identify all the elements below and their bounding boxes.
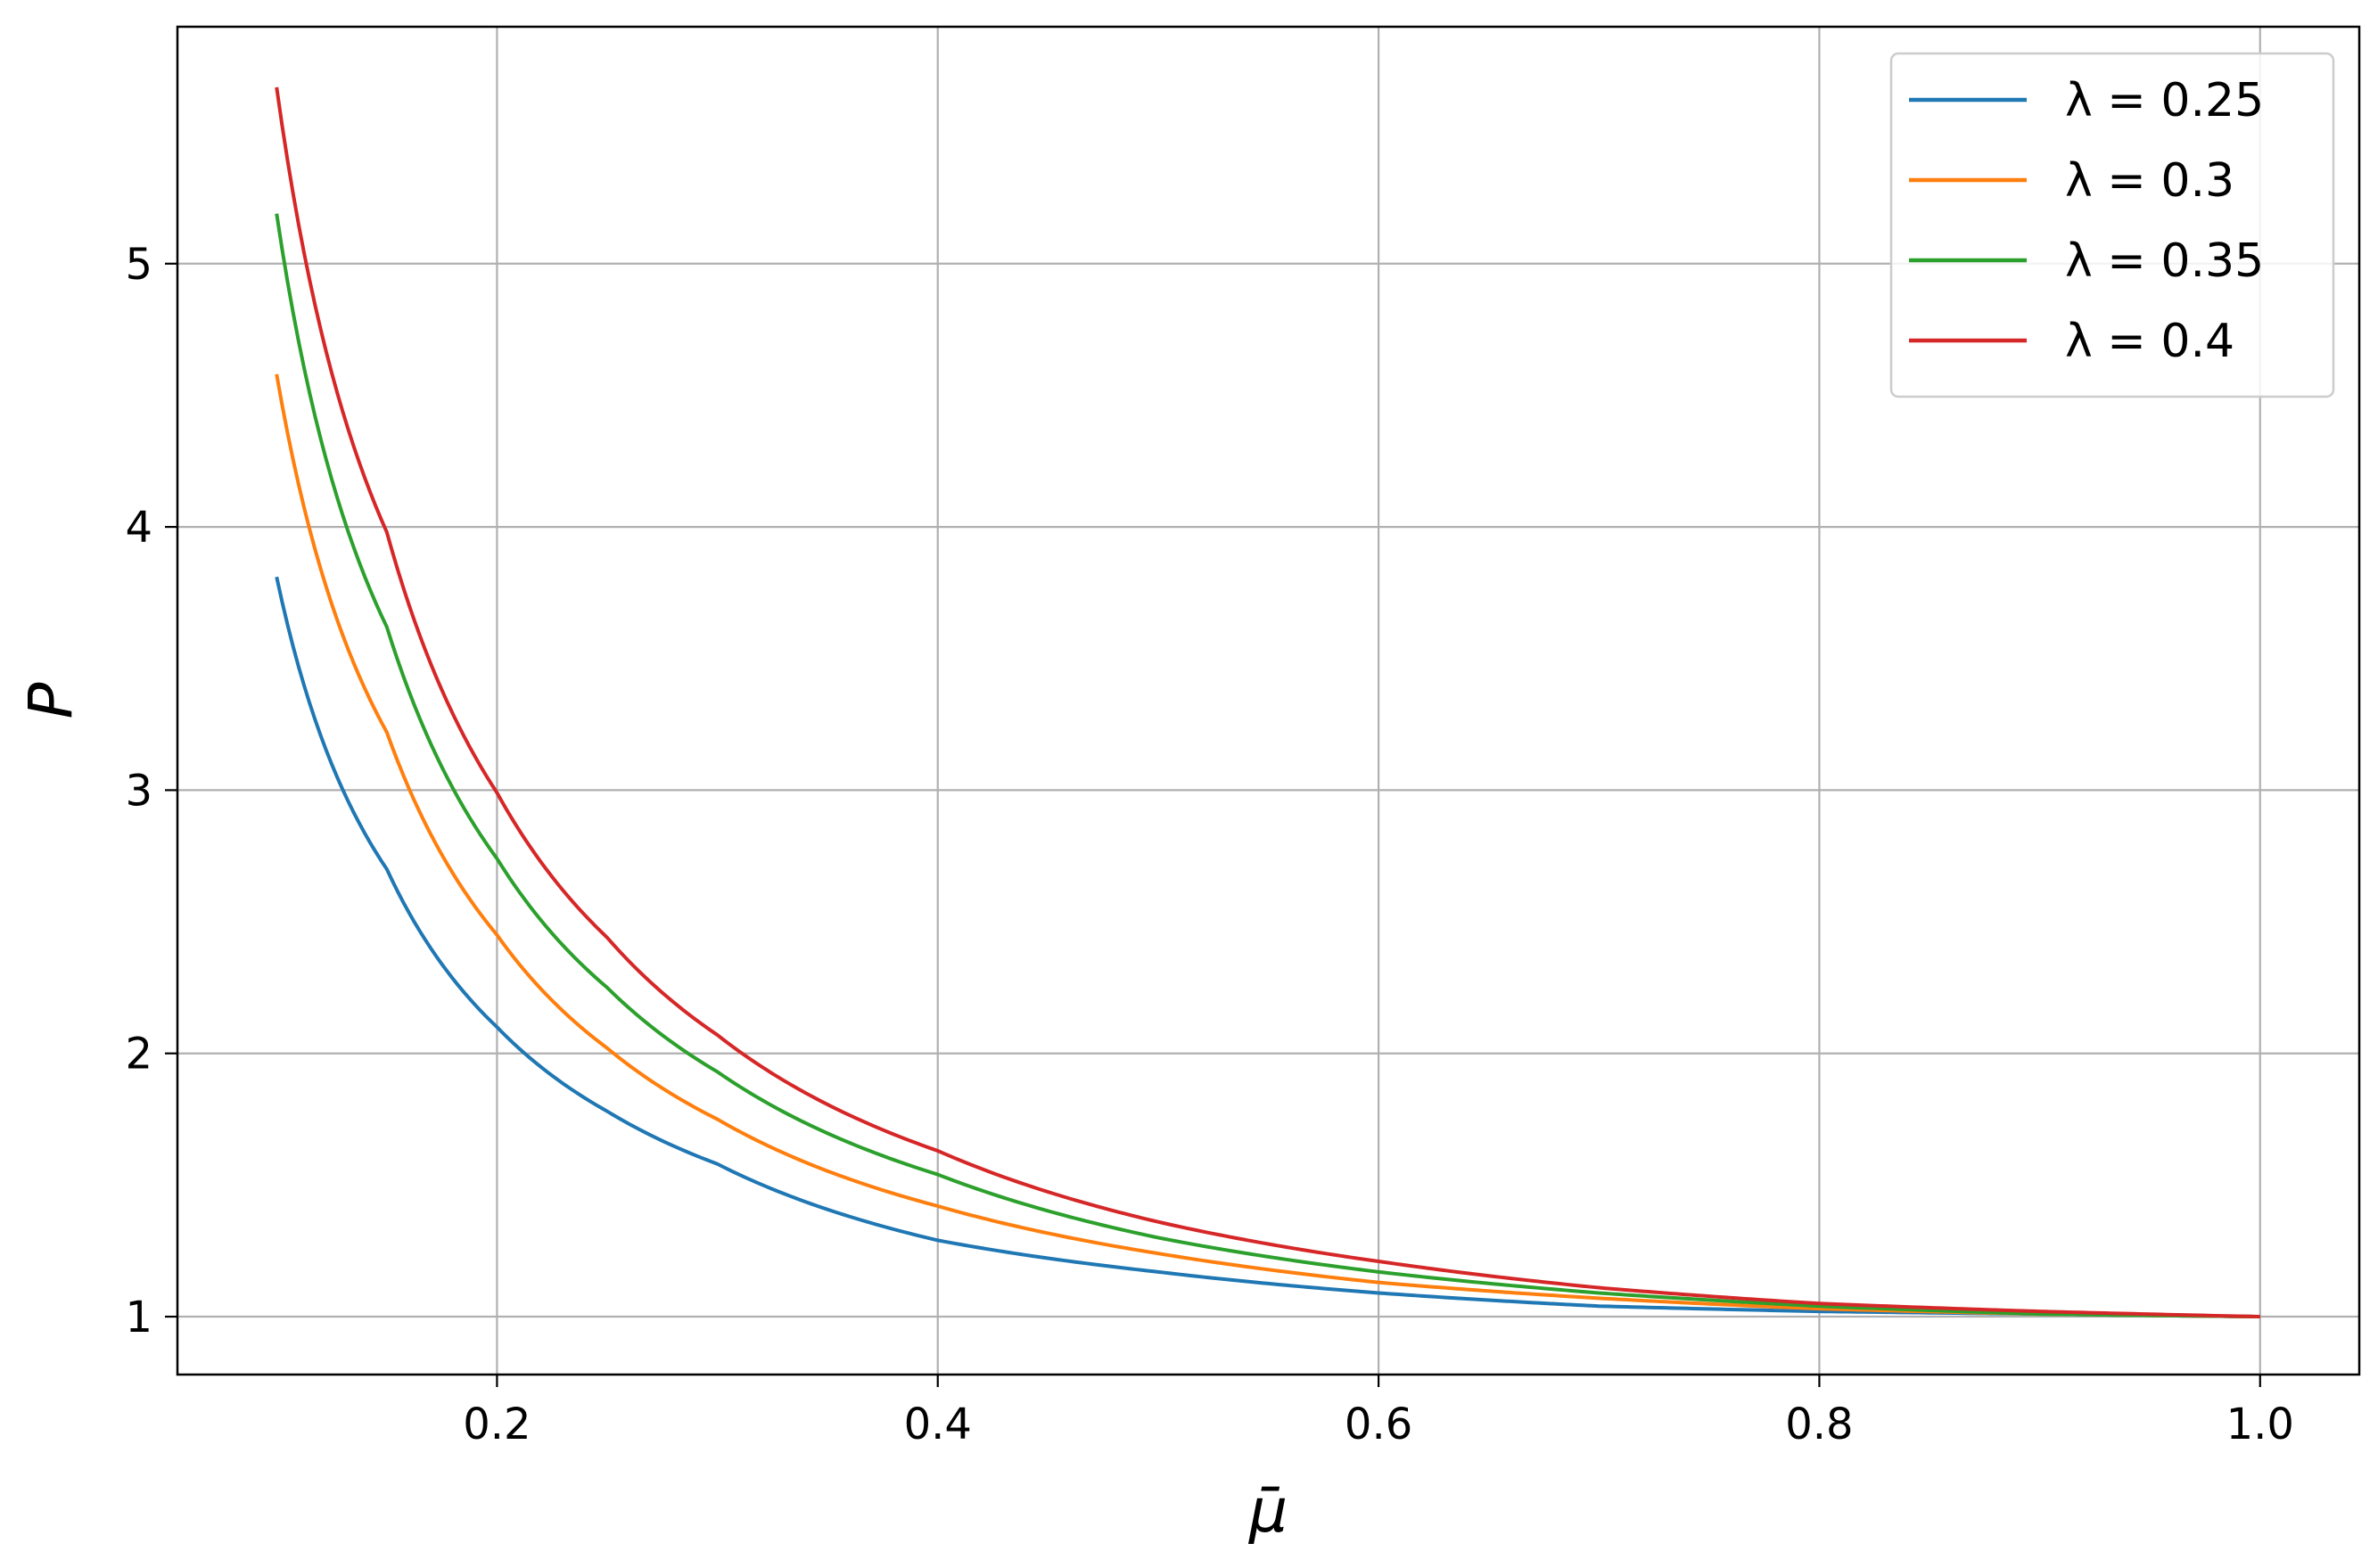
legend-label: λ = 0.25 — [2065, 74, 2264, 127]
plot-frame — [176, 25, 2361, 1376]
x-tick-label: 0.8 — [1785, 1400, 1853, 1449]
y-tick-label: 1 — [125, 1293, 152, 1342]
x-axis-label: μ̄ — [1248, 1476, 1288, 1547]
y-tick-label: 4 — [125, 503, 152, 553]
x-tick-label: 0.2 — [463, 1400, 531, 1449]
series-line-3 — [275, 213, 2260, 1319]
y-tick-label: 5 — [125, 240, 152, 290]
legend-label: λ = 0.35 — [2065, 234, 2264, 288]
legend: λ = 0.25 λ = 0.3 λ = 0.35 λ = 0.4 — [1889, 52, 2335, 398]
x-tick-label: 1.0 — [2226, 1400, 2294, 1449]
x-axis-ticks: 0.2 0.4 0.6 0.8 1.0 — [463, 1375, 2294, 1449]
y-tick-label: 2 — [125, 1030, 152, 1080]
series-line-4 — [275, 86, 2260, 1319]
x-tick-label: 0.6 — [1345, 1400, 1412, 1449]
y-axis-label: P — [17, 682, 87, 718]
y-tick-label: 3 — [125, 766, 152, 816]
series-lines — [275, 86, 2260, 1319]
legend-box — [1889, 52, 2335, 398]
x-tick-label: 0.4 — [904, 1400, 972, 1449]
legend-label: λ = 0.3 — [2065, 154, 2234, 208]
legend-label: λ = 0.4 — [2065, 315, 2234, 368]
series-line-1 — [275, 576, 2260, 1319]
y-axis-ticks: 1 2 3 4 5 — [125, 240, 177, 1342]
series-line-2 — [275, 374, 2260, 1319]
